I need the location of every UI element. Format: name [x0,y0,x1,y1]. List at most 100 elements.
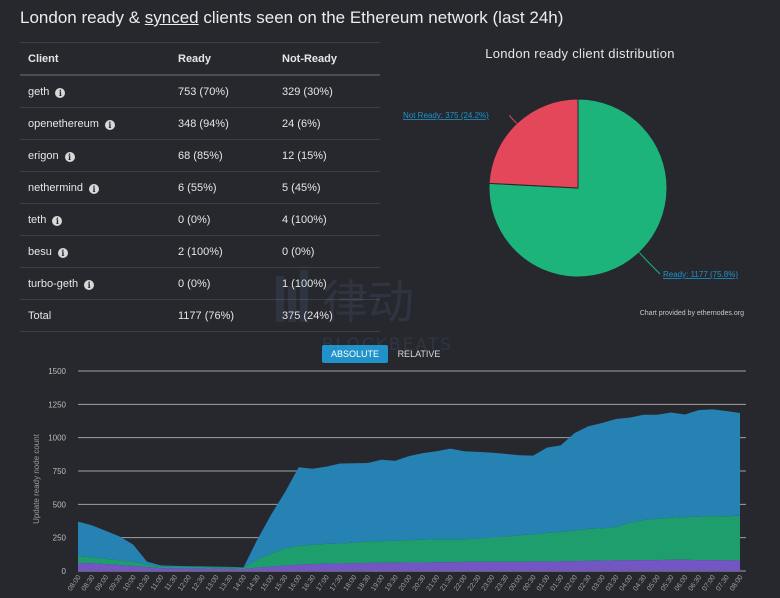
area-series-top[interactable] [78,409,740,568]
not-ready-cell: 5 (45%) [274,171,380,204]
x-tick-label: 18:00 [343,574,359,592]
header-ready: Ready [170,42,274,76]
pie-chart: Ready: 1177 (75.8%) Not Ready: 375 (24.2%… [403,98,738,279]
info-icon[interactable]: i [52,215,63,226]
y-tick-label: 1000 [48,434,66,443]
x-tick-label: 12:00 [177,574,193,592]
client-cell: nethermind i [20,171,170,204]
table-row: teth i 0 (0%) 4 (100%) [20,203,380,236]
x-tick-label: 05:30 [660,574,676,592]
client-name: openethereum [28,117,99,130]
x-tick-label: 08:00 [67,574,83,592]
synced-link[interactable]: synced [144,8,199,27]
client-name: besu [28,245,52,258]
client-name: geth [28,85,50,98]
pie-slice-not-ready[interactable] [488,98,579,189]
x-tick-label: 05:00 [646,574,662,592]
x-tick-label: 09:30 [108,574,124,592]
x-tick-label: 02:30 [577,574,593,592]
x-tick-label: 12:30 [191,574,207,592]
table-row: besu i 2 (100%) 0 (0%) [20,235,380,268]
relative-toggle-button[interactable]: RELATIVE [397,349,441,359]
info-icon[interactable]: i [55,87,66,98]
client-name: erigon [28,149,59,162]
x-tick-label: 01:00 [536,574,552,592]
x-tick-label: 06:30 [687,574,703,592]
ready-cell: 0 (0%) [170,267,274,300]
not-ready-cell: 329 (30%) [274,75,380,108]
x-tick-label: 09:00 [94,574,110,592]
client-cell: erigon i [20,139,170,172]
client-name: turbo-geth [28,277,79,290]
area-series-middle[interactable] [78,515,740,570]
client-cell: geth i [20,75,170,108]
x-tick-label: 00:00 [508,574,524,592]
client-cell: openethereum i [20,107,170,140]
x-tick-label: 20:30 [412,574,428,592]
pie-chart-title: London ready client distribution [485,46,675,61]
table-row: turbo-geth i 0 (0%) 1 (100%) [20,267,380,300]
x-tick-label: 03:00 [591,574,607,592]
header-client: Client [20,42,170,76]
x-tick-label: 17:30 [329,574,345,592]
x-tick-label: 16:30 [301,574,317,592]
x-tick-label: 15:00 [260,574,276,592]
info-icon[interactable]: i [89,183,100,194]
x-tick-label: 13:30 [219,574,235,592]
y-tick-label: 1250 [48,400,66,409]
info-icon[interactable]: i [57,247,68,258]
table-row: openethereum i 348 (94%) 24 (6%) [20,107,380,140]
not-ready-cell: 12 (15%) [274,139,380,172]
x-tick-label: 14:00 [232,574,248,592]
x-tick-label: 14:30 [246,574,262,592]
x-tick-label: 13:00 [205,574,221,592]
x-tick-label: 23:30 [494,574,510,592]
x-tick-label: 19:00 [370,574,386,592]
x-tick-label: 07:30 [715,574,731,592]
absolute-toggle-button[interactable]: ABSOLUTE [322,345,388,363]
table-row: nethermind i 6 (55%) 5 (45%) [20,171,380,204]
x-tick-label: 23:00 [481,574,497,592]
x-tick-label: 08:00 [729,574,745,592]
x-tick-label: 10:30 [136,574,152,592]
x-tick-label: 02:00 [563,574,579,592]
x-tick-label: 21:30 [439,574,455,592]
page-title: London ready & synced clients seen on th… [20,8,564,27]
area-chart: 0 250 500 750 1000 1250 1500 Update ready node … [32,367,746,593]
y-axis-label: Update ready node count [32,433,41,524]
x-tick-label: 22:30 [467,574,483,592]
table-total-row: Total 1177 (76%) 375 (24%) [20,299,380,332]
info-icon[interactable]: i [104,119,115,130]
x-tick-label: 18:30 [356,574,372,592]
ready-cell: 0 (0%) [170,203,274,236]
total-not-ready: 375 (24%) [274,299,380,332]
x-tick-label: 08:30 [81,574,97,592]
x-tick-label: 06:00 [674,574,690,592]
ready-cell: 68 (85%) [170,139,274,172]
chart-credit[interactable]: Chart provided by ethernodes.org [639,310,744,317]
y-tick-label: 250 [53,534,67,543]
x-tick-label: 22:00 [453,574,469,592]
total-ready: 1177 (76%) [170,299,274,332]
pie-label-ready: Ready: 1177 (75.8%) [663,270,738,279]
x-tick-label: 10:00 [122,574,138,592]
x-tick-label: 21:00 [425,574,441,592]
table-header-row: Client Ready Not-Ready [20,42,380,76]
pie-leader-ready [638,252,661,275]
y-tick-label: 500 [53,500,67,509]
y-tick-label: 750 [53,467,67,476]
info-icon[interactable]: i [64,151,75,162]
client-cell: teth i [20,203,170,236]
table-row: erigon i 68 (85%) 12 (15%) [20,139,380,172]
ready-cell: 2 (100%) [170,235,274,268]
not-ready-cell: 24 (6%) [274,107,380,140]
x-tick-label: 20:00 [398,574,414,592]
x-tick-label: 03:30 [605,574,621,592]
area-series-bottom[interactable] [78,559,740,571]
client-cell: besu i [20,235,170,268]
x-tick-label: 11:00 [150,574,166,592]
info-icon[interactable]: i [84,279,95,290]
x-tick-label: 19:30 [384,574,400,592]
clients-table: Client Ready Not-Ready geth i 753 (70%) 329… [20,42,380,332]
ready-cell: 753 (70%) [170,75,274,108]
